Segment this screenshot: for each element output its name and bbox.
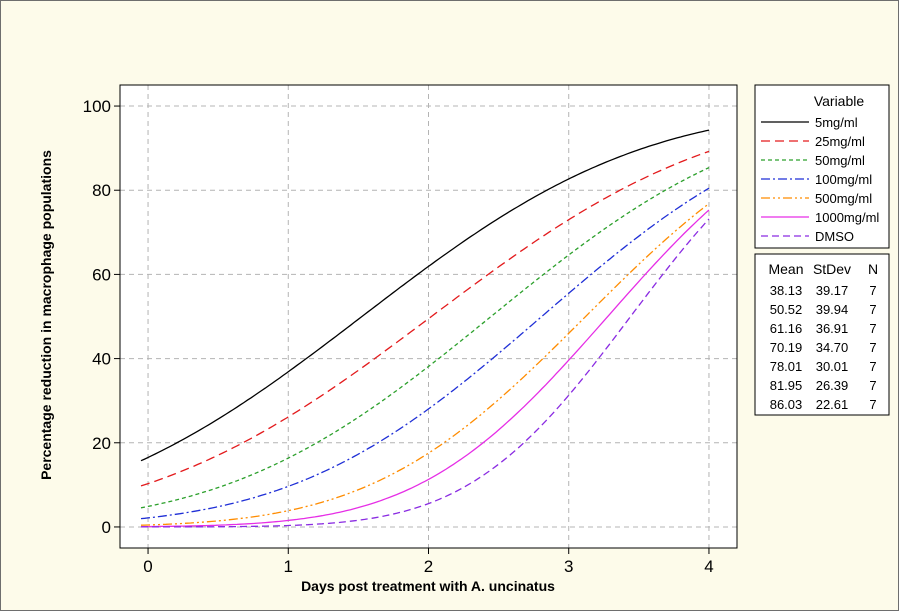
series-line-6 — [141, 218, 710, 528]
stats-n-3: 7 — [869, 340, 876, 355]
legend-label-5: 1000mg/ml — [815, 210, 879, 225]
x-axis-label: Days post treatment with A. uncinatus — [301, 578, 555, 594]
stats-n-6: 7 — [869, 397, 876, 412]
stats-n-2: 7 — [869, 321, 876, 336]
x-tick-label: 2 — [424, 557, 433, 576]
legend-label-6: DMSO — [815, 229, 854, 244]
legend-label-0: 5mg/ml — [815, 115, 858, 130]
stats-stdev-6: 22.61 — [816, 397, 849, 412]
series-line-3 — [140, 187, 710, 520]
series-line-0 — [140, 129, 710, 462]
stats-stdev-4: 30.01 — [816, 359, 849, 374]
stats-stdev-1: 39.94 — [816, 302, 849, 317]
legend-label-4: 500mg/ml — [815, 191, 872, 206]
y-tick-label: 20 — [92, 434, 111, 453]
legend-label-2: 50mg/ml — [815, 153, 865, 168]
stats-header-n: N — [868, 261, 878, 277]
stats-mean-0: 38.13 — [770, 283, 803, 298]
stats-mean-3: 70.19 — [770, 340, 803, 355]
stats-mean-4: 78.01 — [770, 359, 803, 374]
y-tick-label: 40 — [92, 350, 111, 369]
series-line-1 — [140, 150, 710, 487]
y-tick-label: 60 — [92, 265, 111, 284]
stats-mean-5: 81.95 — [770, 378, 803, 393]
stats-box — [754, 253, 890, 416]
y-axis-label: Percentage reduction in macrophage popul… — [38, 150, 54, 480]
series-line-4 — [140, 203, 710, 526]
y-tick-label: 0 — [102, 518, 111, 537]
stats-mean-6: 86.03 — [770, 397, 803, 412]
series-line-2 — [140, 167, 710, 509]
stats-n-5: 7 — [869, 378, 876, 393]
y-tick-label: 100 — [83, 97, 111, 116]
series-line-5 — [141, 209, 710, 528]
x-tick-label: 0 — [143, 557, 152, 576]
stats-stdev-3: 34.70 — [816, 340, 849, 355]
legend: 5mg/ml 25mg/ml 50mg/ml 100mg/ml 500mg/ml 1000… — [761, 115, 879, 244]
stats-stdev-0: 39.17 — [816, 283, 849, 298]
stats-mean-1: 50.52 — [770, 302, 803, 317]
x-tick-label: 4 — [704, 557, 713, 576]
x-tick-label: 3 — [564, 557, 573, 576]
series-layer — [140, 129, 710, 528]
y-axis: 0 20 40 60 80 100 — [83, 97, 120, 537]
x-axis: 0 1 2 3 4 — [143, 548, 714, 576]
legend-label-1: 25mg/ml — [815, 134, 865, 149]
legend-title: Variable — [814, 93, 865, 109]
grid — [120, 85, 737, 548]
stats-n-0: 7 — [869, 283, 876, 298]
stats-table: 38.13 39.17 7 50.52 39.94 7 61.16 36.91 7 70.19 34… — [770, 283, 877, 412]
legend-box — [754, 84, 890, 249]
stats-header-stdev: StDev — [813, 261, 851, 277]
legend-label-3: 100mg/ml — [815, 172, 872, 187]
stats-n-1: 7 — [869, 302, 876, 317]
stats-n-4: 7 — [869, 359, 876, 374]
x-tick-label: 1 — [284, 557, 293, 576]
y-tick-label: 80 — [92, 181, 111, 200]
stats-stdev-2: 36.91 — [816, 321, 849, 336]
stats-header-mean: Mean — [768, 261, 803, 277]
stats-stdev-5: 26.39 — [816, 378, 849, 393]
plot-area — [119, 84, 738, 549]
stats-mean-2: 61.16 — [770, 321, 803, 336]
